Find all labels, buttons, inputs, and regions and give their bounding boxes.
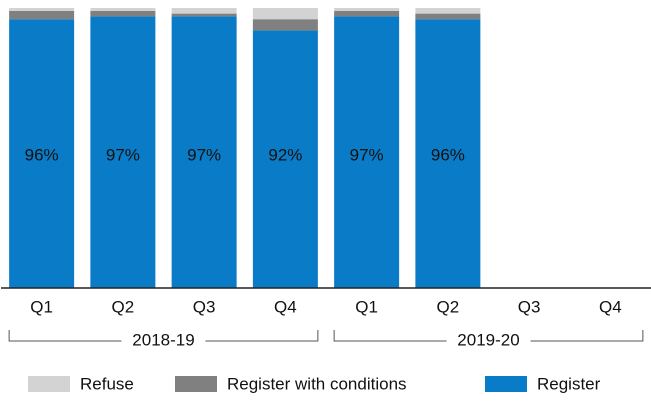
bar-segment: [9, 8, 75, 11]
legend-swatch: [28, 376, 70, 392]
bar-segment: [90, 16, 156, 289]
x-tick-label: Q3: [193, 297, 216, 316]
x-tick-label: Q4: [274, 297, 297, 316]
bar-segment: [90, 10, 156, 17]
legend-label: Register with conditions: [227, 374, 407, 393]
bar-segment: [9, 19, 75, 288]
bar-segment: [334, 10, 400, 17]
group-bracket: [333, 330, 644, 342]
bar-segment: [9, 10, 75, 20]
bar-segment: [415, 19, 481, 288]
value-label: 97%: [187, 145, 221, 164]
bar-segment: [334, 16, 400, 289]
value-label: 96%: [25, 145, 59, 164]
bar-segment: [171, 8, 237, 14]
bar-segment: [334, 8, 400, 11]
legend-label: Refuse: [80, 374, 134, 393]
bar-segment: [415, 13, 481, 20]
bar-segment: [171, 16, 237, 289]
group-bracket: [8, 330, 319, 342]
x-tick-label: Q1: [30, 297, 53, 316]
value-label: 92%: [268, 145, 302, 164]
legend-label: Register: [537, 374, 601, 393]
bar-segment: [252, 8, 318, 20]
x-tick-label: Q2: [437, 297, 460, 316]
x-tick-label: Q1: [355, 297, 378, 316]
x-tick-label: Q4: [599, 297, 622, 316]
x-tick-label: Q2: [112, 297, 135, 316]
value-label: 97%: [106, 145, 140, 164]
bar-segment: [415, 8, 481, 14]
bar-segment: [90, 8, 156, 11]
bar-segment: [252, 19, 318, 31]
legend-swatch: [175, 376, 217, 392]
value-label: 97%: [350, 145, 384, 164]
legend-swatch: [485, 376, 527, 392]
group-label: 2018-19: [132, 330, 194, 349]
bar-segment: [171, 13, 237, 17]
bar-segment: [252, 30, 318, 289]
value-label: 96%: [431, 145, 465, 164]
x-tick-label: Q3: [518, 297, 541, 316]
group-label: 2019-20: [457, 330, 519, 349]
